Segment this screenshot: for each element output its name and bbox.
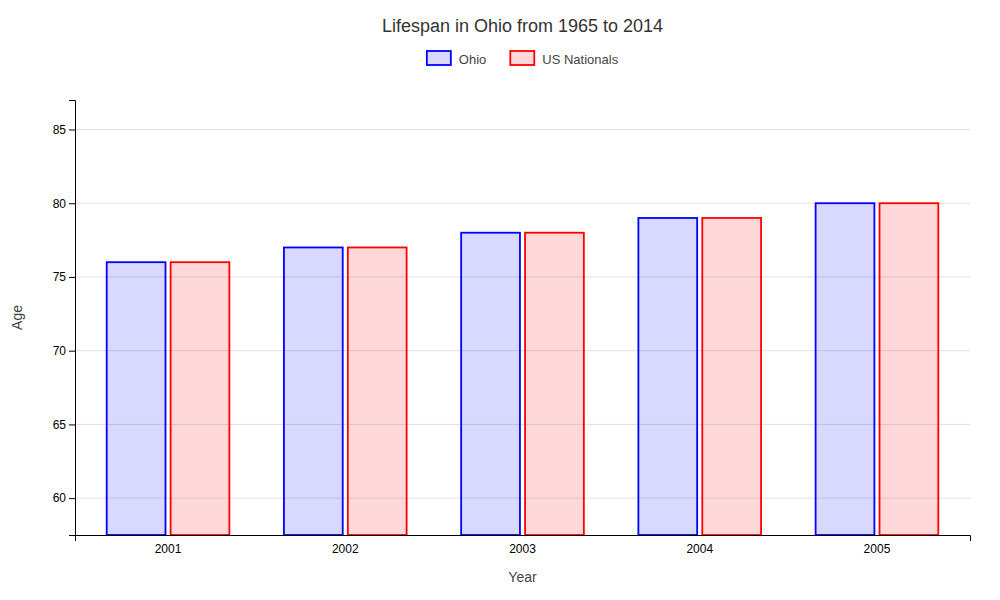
tick-label: 75 <box>53 270 67 284</box>
tick: 2005 <box>864 542 891 556</box>
tick-label: 65 <box>53 418 67 432</box>
tick-label: 2004 <box>686 542 713 556</box>
bar <box>880 203 939 535</box>
plot: 2001 2002 2003 2004 2005 60 65 70 75 80 85 <box>53 101 971 556</box>
tick-label: 70 <box>53 344 67 358</box>
tick-mark <box>69 351 75 352</box>
legend-label: US Nationals <box>542 52 618 67</box>
tick: 2004 <box>686 542 713 556</box>
tick: 60 <box>53 491 75 505</box>
tick-label: 2003 <box>509 542 536 556</box>
tick-label: 85 <box>53 123 67 137</box>
bars <box>107 203 939 535</box>
tick-mark <box>69 277 75 278</box>
bar <box>171 262 230 535</box>
bar <box>525 233 584 535</box>
x-axis: 2001 2002 2003 2004 2005 <box>76 536 971 556</box>
tick-label: 2002 <box>332 542 359 556</box>
axis-line <box>69 101 76 536</box>
tick-label: 2001 <box>155 542 182 556</box>
chart: 2001 2002 2003 2004 2005 60 65 70 75 80 85 Year Age L… <box>0 0 1000 600</box>
tick-mark <box>69 498 75 499</box>
tick-mark <box>69 424 75 425</box>
bar <box>284 247 343 535</box>
y-axis: 60 65 70 75 80 85 <box>53 101 76 536</box>
bar <box>816 203 875 535</box>
tick-label: 60 <box>53 491 67 505</box>
axis-line <box>76 536 971 542</box>
tick: 2003 <box>509 542 536 556</box>
legend-swatch <box>510 51 534 65</box>
legend: Ohio US Nationals <box>427 51 619 67</box>
bar <box>638 218 697 535</box>
bar <box>107 262 166 535</box>
series <box>107 203 875 535</box>
tick: 75 <box>53 270 75 284</box>
legend-item: Ohio <box>427 51 486 67</box>
tick: 80 <box>53 197 75 211</box>
tick: 2002 <box>332 542 359 556</box>
tick: 70 <box>53 344 75 358</box>
bar <box>702 218 761 535</box>
legend-item: US Nationals <box>510 51 618 67</box>
x-axis-title: Year <box>508 569 537 585</box>
tick: 65 <box>53 418 75 432</box>
title: Lifespan in Ohio from 1965 to 2014 <box>382 16 663 36</box>
tick: 85 <box>53 123 75 137</box>
tick-mark <box>69 203 75 204</box>
legend-label: Ohio <box>459 52 486 67</box>
tick-mark <box>69 129 75 130</box>
y-axis-title: Age <box>9 305 25 330</box>
tick-label: 80 <box>53 197 67 211</box>
series <box>171 203 939 535</box>
legend-swatch <box>427 51 451 65</box>
bar <box>461 233 520 535</box>
bar <box>348 247 407 535</box>
grid-line <box>75 129 970 130</box>
tick: 2001 <box>155 542 182 556</box>
tick-label: 2005 <box>864 542 891 556</box>
